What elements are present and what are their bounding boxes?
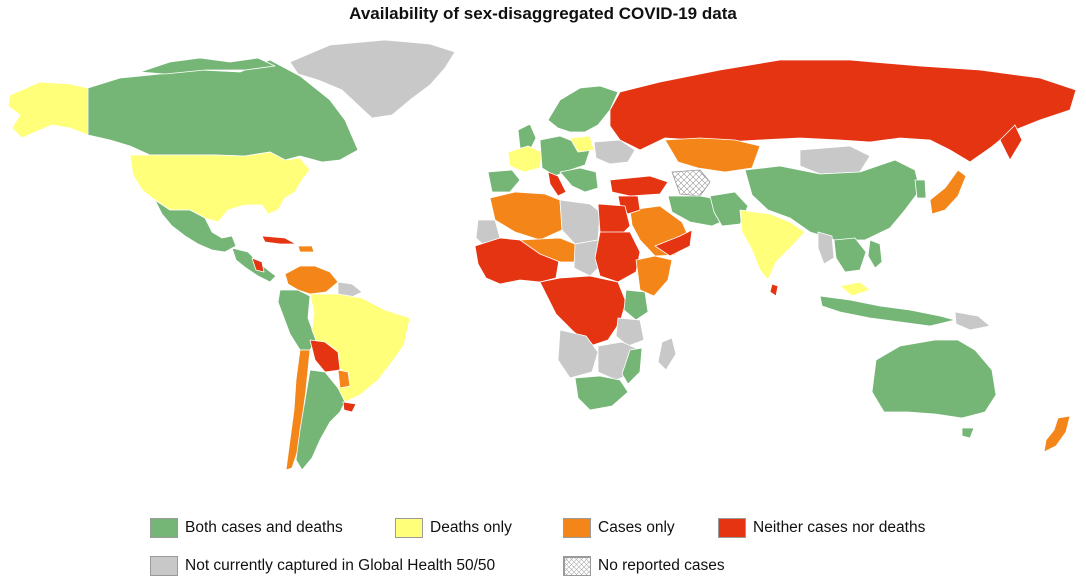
map-title: Availability of sex-disaggregated COVID-… [349,4,737,23]
region-canada-islands [139,57,276,75]
legend-item-both: Both cases and deaths [150,517,343,539]
region-cuba [261,235,297,245]
legend-label-cases-only: Cases only [598,519,675,536]
region-egypt [597,203,631,237]
legend-swatch-cases-only [563,518,591,538]
region-kamchatka [999,124,1023,161]
region-brazil [309,293,411,403]
region-nicaragua [251,257,265,273]
region-venezuela-colombia [284,265,339,295]
legend-swatch-deaths-only [395,518,423,538]
region-uruguay [342,401,357,413]
region-sri-lanka [769,283,779,297]
legend-item-no-cases: No reported cases [563,555,725,577]
region-france [507,145,543,173]
region-india [739,209,806,281]
region-mongolia [799,145,871,175]
legend-label-neither: Neither cases nor deaths [753,519,926,536]
legend-swatch-both [150,518,178,538]
region-east-africa [623,289,649,321]
region-iceland-uk [517,123,537,151]
legend-label-no-cases: No reported cases [598,557,725,574]
region-sudan [594,231,641,283]
region-scandinavia [547,85,619,133]
region-horn [635,255,673,297]
region-alaska [7,81,89,139]
region-mozambique [621,347,643,385]
region-usa [129,151,311,223]
region-chile [285,349,311,471]
region-yemen-oman [654,229,693,257]
region-angola [557,329,599,379]
legend-swatch-neither [718,518,746,538]
region-hispaniola [297,245,315,253]
region-madagascar [657,337,677,371]
region-philippines [867,239,883,269]
region-pakistan-afghanistan [709,191,749,227]
region-southeast-asia [833,237,867,273]
region-italy [547,171,567,197]
region-malaysia [839,281,871,297]
region-paraguay [337,369,351,389]
world-map [7,39,1077,471]
legend-swatch-not-captured [150,556,178,576]
region-new-zealand [1043,415,1071,453]
region-morocco-algeria [489,191,563,241]
legend-label-deaths-only: Deaths only [430,519,512,536]
region-libya [559,199,601,245]
region-tasmania [961,427,975,439]
legend-label-not-captured: Not currently captured in Global Health … [185,557,496,574]
region-turkey [609,175,669,197]
legend-swatch-no-cases [563,556,591,576]
legend-item-not-captured: Not currently captured in Global Health … [150,555,495,577]
region-southern-africa [574,375,629,411]
region-myanmar [817,231,835,265]
legend-item-deaths-only: Deaths only [395,517,512,539]
region-tanzania [615,317,645,347]
region-indonesia [819,295,956,327]
region-central-asia-nocases [671,169,711,197]
region-greenland [289,39,456,119]
legend-item-neither: Neither cases nor deaths [718,517,925,539]
region-guianas [337,281,363,299]
region-central-africa [539,275,627,347]
legend-item-cases-only: Cases only [563,517,675,539]
region-kazakhstan [664,137,761,173]
region-poland [569,135,595,153]
region-argentina [295,369,346,471]
region-china [744,159,921,241]
region-korea [914,179,927,199]
region-mexico [154,199,237,253]
region-iberia [487,169,521,193]
region-canada [87,59,359,163]
region-png [954,311,991,331]
region-balkans [559,167,599,193]
legend-label-both: Both cases and deaths [185,519,343,536]
region-japan [929,169,967,215]
region-australia [871,339,997,419]
